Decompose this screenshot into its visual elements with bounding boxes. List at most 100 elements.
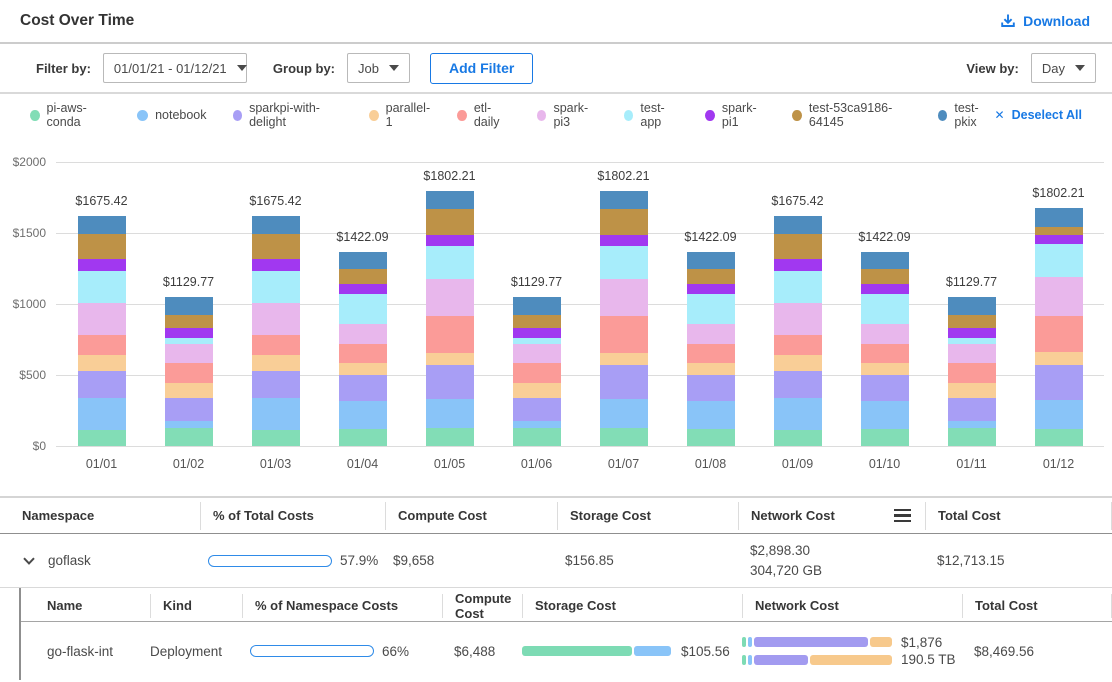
bar-segment-test-53ca9186-64145[interactable] (687, 269, 735, 283)
column-settings-icon[interactable] (894, 509, 911, 522)
bar-segment-sparkpi-with-delight[interactable] (687, 375, 735, 401)
bar-segment-test-app[interactable] (1035, 244, 1083, 277)
bar-segment-pi-aws-conda[interactable] (252, 430, 300, 446)
bar-segment-test-53ca9186-64145[interactable] (165, 315, 213, 328)
bar-segment-parallel-1[interactable] (600, 353, 648, 365)
bar-segment-sparkpi-with-delight[interactable] (165, 398, 213, 421)
bar-segment-parallel-1[interactable] (513, 383, 561, 398)
bar-segment-etl-daily[interactable] (948, 363, 996, 383)
bar-segment-spark-pi3[interactable] (1035, 277, 1083, 315)
bar-segment-spark-pi1[interactable] (687, 284, 735, 295)
bar-segment-test-app[interactable] (687, 294, 735, 324)
bar-segment-spark-pi1[interactable] (426, 235, 474, 246)
bar-segment-spark-pi3[interactable] (600, 279, 648, 316)
legend-item-test-53ca9186-64145[interactable]: test-53ca9186-64145 (792, 101, 912, 129)
bar-segment-spark-pi3[interactable] (339, 324, 387, 344)
bar-segment-pi-aws-conda[interactable] (78, 430, 126, 446)
bar-segment-test-pkix[interactable] (78, 216, 126, 234)
bar-segment-notebook[interactable] (948, 421, 996, 428)
bar-segment-parallel-1[interactable] (78, 355, 126, 371)
bar-segment-test-53ca9186-64145[interactable] (339, 269, 387, 283)
bar-segment-pi-aws-conda[interactable] (165, 428, 213, 446)
bar-segment-test-53ca9186-64145[interactable] (1035, 227, 1083, 235)
legend-item-pi-aws-conda[interactable]: pi-aws-conda (30, 101, 111, 129)
date-range-select[interactable]: 01/01/21 - 01/12/21 (103, 53, 247, 83)
bar-segment-spark-pi3[interactable] (774, 303, 822, 335)
bar-segment-spark-pi3[interactable] (513, 344, 561, 362)
bar-segment-test-app[interactable] (252, 271, 300, 303)
bar-segment-test-pkix[interactable] (339, 252, 387, 269)
legend-item-test-pkix[interactable]: test-pkix (938, 101, 995, 129)
bar-segment-notebook[interactable] (600, 399, 648, 428)
table-row-goflask[interactable]: goflask 57.9% $9,658 $156.85 $2,898.30 3… (0, 534, 1112, 588)
legend-item-notebook[interactable]: notebook (137, 108, 206, 122)
bar-segment-spark-pi3[interactable] (426, 279, 474, 316)
bar-segment-spark-pi3[interactable] (948, 344, 996, 362)
bar-segment-spark-pi1[interactable] (165, 328, 213, 338)
legend-item-spark-pi3[interactable]: spark-pi3 (537, 101, 598, 129)
bar-segment-pi-aws-conda[interactable] (339, 429, 387, 446)
bar-segment-spark-pi1[interactable] (861, 284, 909, 295)
bar-segment-etl-daily[interactable] (339, 344, 387, 363)
bar-segment-spark-pi1[interactable] (948, 328, 996, 338)
bar-segment-pi-aws-conda[interactable] (774, 430, 822, 446)
bar-segment-spark-pi3[interactable] (861, 324, 909, 344)
bar-segment-pi-aws-conda[interactable] (1035, 429, 1083, 446)
bar-segment-sparkpi-with-delight[interactable] (861, 375, 909, 401)
bar-segment-test-app[interactable] (861, 294, 909, 324)
bar-segment-test-53ca9186-64145[interactable] (948, 315, 996, 328)
legend-item-sparkpi-with-delight[interactable]: sparkpi-with-delight (233, 101, 343, 129)
bar-segment-spark-pi1[interactable] (339, 284, 387, 295)
bar-segment-test-53ca9186-64145[interactable] (426, 209, 474, 235)
bar-segment-sparkpi-with-delight[interactable] (1035, 365, 1083, 401)
bar-segment-etl-daily[interactable] (1035, 316, 1083, 353)
bar-segment-test-53ca9186-64145[interactable] (774, 234, 822, 259)
bar-segment-test-app[interactable] (78, 271, 126, 303)
bar-segment-notebook[interactable] (1035, 400, 1083, 428)
bar-segment-parallel-1[interactable] (861, 363, 909, 375)
bar-segment-notebook[interactable] (78, 398, 126, 430)
bar-segment-pi-aws-conda[interactable] (513, 428, 561, 446)
bar-segment-test-pkix[interactable] (687, 252, 735, 269)
bar-segment-spark-pi3[interactable] (78, 303, 126, 335)
bar-segment-test-pkix[interactable] (861, 252, 909, 269)
bar-segment-parallel-1[interactable] (426, 353, 474, 365)
legend-item-test-app[interactable]: test-app (624, 101, 679, 129)
bar-segment-test-pkix[interactable] (774, 216, 822, 234)
bar-segment-test-app[interactable] (600, 246, 648, 279)
add-filter-button[interactable]: Add Filter (430, 53, 533, 84)
bar-segment-notebook[interactable] (513, 421, 561, 428)
view-by-select[interactable]: Day (1031, 53, 1096, 83)
bar-segment-etl-daily[interactable] (78, 335, 126, 355)
bar-segment-pi-aws-conda[interactable] (687, 429, 735, 446)
bar-segment-parallel-1[interactable] (948, 383, 996, 398)
bar-segment-pi-aws-conda[interactable] (948, 428, 996, 446)
bar-segment-spark-pi3[interactable] (165, 344, 213, 362)
bar-segment-parallel-1[interactable] (687, 363, 735, 375)
bar-segment-test-53ca9186-64145[interactable] (600, 209, 648, 235)
bar-segment-test-app[interactable] (774, 271, 822, 303)
bar-segment-test-53ca9186-64145[interactable] (252, 234, 300, 259)
bar-segment-spark-pi1[interactable] (600, 235, 648, 246)
legend-item-parallel-1[interactable]: parallel-1 (369, 101, 431, 129)
bar-segment-etl-daily[interactable] (513, 363, 561, 383)
bar-segment-test-pkix[interactable] (513, 297, 561, 315)
bar-segment-notebook[interactable] (774, 398, 822, 430)
bar-segment-etl-daily[interactable] (252, 335, 300, 355)
bar-segment-sparkpi-with-delight[interactable] (339, 375, 387, 401)
bar-segment-test-53ca9186-64145[interactable] (513, 315, 561, 328)
bar-segment-parallel-1[interactable] (774, 355, 822, 371)
bar-segment-notebook[interactable] (687, 401, 735, 429)
legend-item-spark-pi1[interactable]: spark-pi1 (705, 101, 766, 129)
bar-segment-sparkpi-with-delight[interactable] (426, 365, 474, 399)
bar-segment-test-pkix[interactable] (252, 216, 300, 234)
bar-segment-notebook[interactable] (339, 401, 387, 429)
bar-segment-test-app[interactable] (426, 246, 474, 279)
bar-segment-test-app[interactable] (339, 294, 387, 324)
bar-segment-sparkpi-with-delight[interactable] (600, 365, 648, 399)
bar-segment-notebook[interactable] (861, 401, 909, 429)
bar-segment-pi-aws-conda[interactable] (600, 428, 648, 446)
bar-segment-test-pkix[interactable] (600, 191, 648, 209)
bar-segment-sparkpi-with-delight[interactable] (948, 398, 996, 421)
bar-segment-etl-daily[interactable] (687, 344, 735, 363)
